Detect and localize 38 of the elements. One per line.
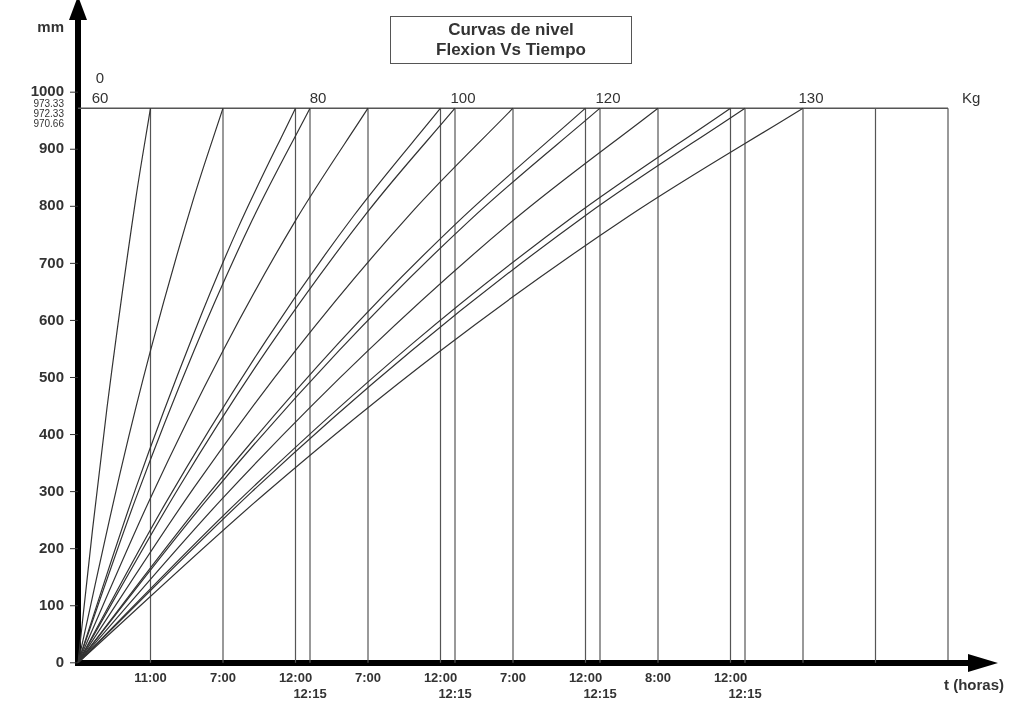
x-tick-label: 12:15 — [728, 685, 762, 701]
x-tick-label: 12:00 — [713, 670, 748, 686]
y-tick-label: 1000 — [30, 82, 64, 100]
y-tick-label: 900 — [38, 139, 64, 157]
y-tick-label: 100 — [38, 595, 64, 613]
x-tick-label: 12:15 — [583, 685, 617, 701]
x-tick-label: 7:00 — [499, 670, 527, 686]
y-tick-label: 400 — [38, 424, 64, 442]
text: 60 — [91, 89, 109, 107]
y-tick-label: 600 — [38, 310, 64, 328]
annotation: 0 — [95, 69, 105, 87]
series-label: 120 — [595, 89, 621, 107]
text: 970.66 — [33, 117, 65, 129]
y-tick-label: 700 — [38, 253, 64, 271]
x-tick-label: 12:15 — [438, 685, 472, 701]
series-label: 80 — [309, 89, 327, 107]
text: Flexion Vs Tiempo — [435, 40, 587, 60]
y-tick-label: 300 — [38, 481, 64, 499]
x-tick-label: 7:00 — [354, 670, 382, 686]
x-tick-label: 12:00 — [423, 670, 458, 686]
x-tick-label: 12:00 — [568, 670, 603, 686]
y-tick-label: 500 — [38, 367, 64, 385]
x-tick-label: 12:00 — [278, 670, 313, 686]
y-tick-label: 0 — [55, 652, 64, 670]
y-tick-label: 200 — [38, 538, 64, 556]
x-tick-label: 12:15 — [293, 685, 327, 701]
x-tick-label: 11:00 — [134, 670, 167, 686]
text: Kg — [962, 89, 981, 107]
series-label: 130 — [798, 89, 824, 107]
x-axis-title: t (horas) — [944, 676, 1004, 694]
y-axis-title: mm — [37, 18, 64, 36]
text: 972.33 — [33, 107, 65, 119]
series-label: 100 — [450, 89, 476, 107]
y-tick-label: 800 — [38, 196, 64, 214]
text: 973.33 — [33, 97, 65, 109]
x-tick-label: 7:00 — [209, 670, 237, 686]
chart-title: Curvas de nivel — [447, 20, 575, 40]
x-tick-label: 8:00 — [644, 670, 672, 686]
